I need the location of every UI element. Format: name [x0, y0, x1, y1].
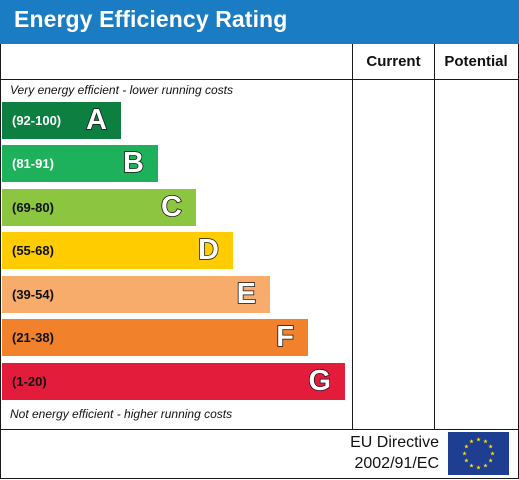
band-range: (39-54) — [12, 287, 54, 302]
flag-star — [469, 463, 474, 468]
band-f: (21-38) F — [2, 319, 308, 356]
band-letter: F — [276, 320, 295, 354]
band-d: (55-68) D — [2, 232, 233, 269]
eu-flag-icon — [448, 432, 509, 475]
band-letter: B — [122, 146, 144, 180]
page-title: Energy Efficiency Rating — [14, 6, 288, 32]
band-range: (81-91) — [12, 156, 54, 171]
current-column-divider — [352, 44, 353, 429]
current-column-header: Current — [366, 53, 421, 70]
band-letter: C — [160, 190, 182, 224]
flag-star — [483, 439, 488, 444]
flag-star — [469, 439, 474, 444]
flag-star — [476, 437, 481, 442]
efficient-note: Very energy efficient - lower running co… — [10, 83, 233, 97]
band-range: (1-20) — [12, 374, 47, 389]
flag-star — [488, 458, 493, 463]
band-b: (81-91) B — [2, 145, 158, 182]
inefficient-note: Not energy efficient - higher running co… — [10, 407, 233, 421]
header-bar: Energy Efficiency Rating — [0, 0, 519, 44]
potential-column-divider — [434, 44, 435, 429]
potential-column-header: Potential — [444, 53, 508, 70]
flag-star — [462, 451, 467, 456]
flag-star — [464, 444, 469, 449]
band-g: (1-20) G — [2, 363, 345, 400]
flag-star — [464, 458, 469, 463]
band-range: (21-38) — [12, 330, 54, 345]
band-c: (69-80) C — [2, 189, 196, 226]
band-letter: G — [308, 364, 332, 398]
band-e: (39-54) E — [2, 276, 270, 313]
flag-star — [490, 451, 495, 456]
flag-star — [476, 465, 481, 470]
flag-star — [488, 444, 493, 449]
band-letter: E — [236, 277, 257, 311]
flag-star — [483, 463, 488, 468]
band-range: (55-68) — [12, 243, 54, 258]
column-header-divider — [0, 79, 519, 80]
band-letter: D — [197, 233, 219, 267]
band-a: (92-100) A — [2, 102, 121, 139]
eu-directive-number: 2002/91/EC — [354, 455, 439, 472]
band-letter: A — [85, 103, 107, 137]
band-range: (92-100) — [12, 113, 62, 128]
band-range: (69-80) — [12, 200, 54, 215]
footer-divider — [0, 429, 519, 430]
eu-directive-label: EU Directive — [350, 434, 439, 451]
